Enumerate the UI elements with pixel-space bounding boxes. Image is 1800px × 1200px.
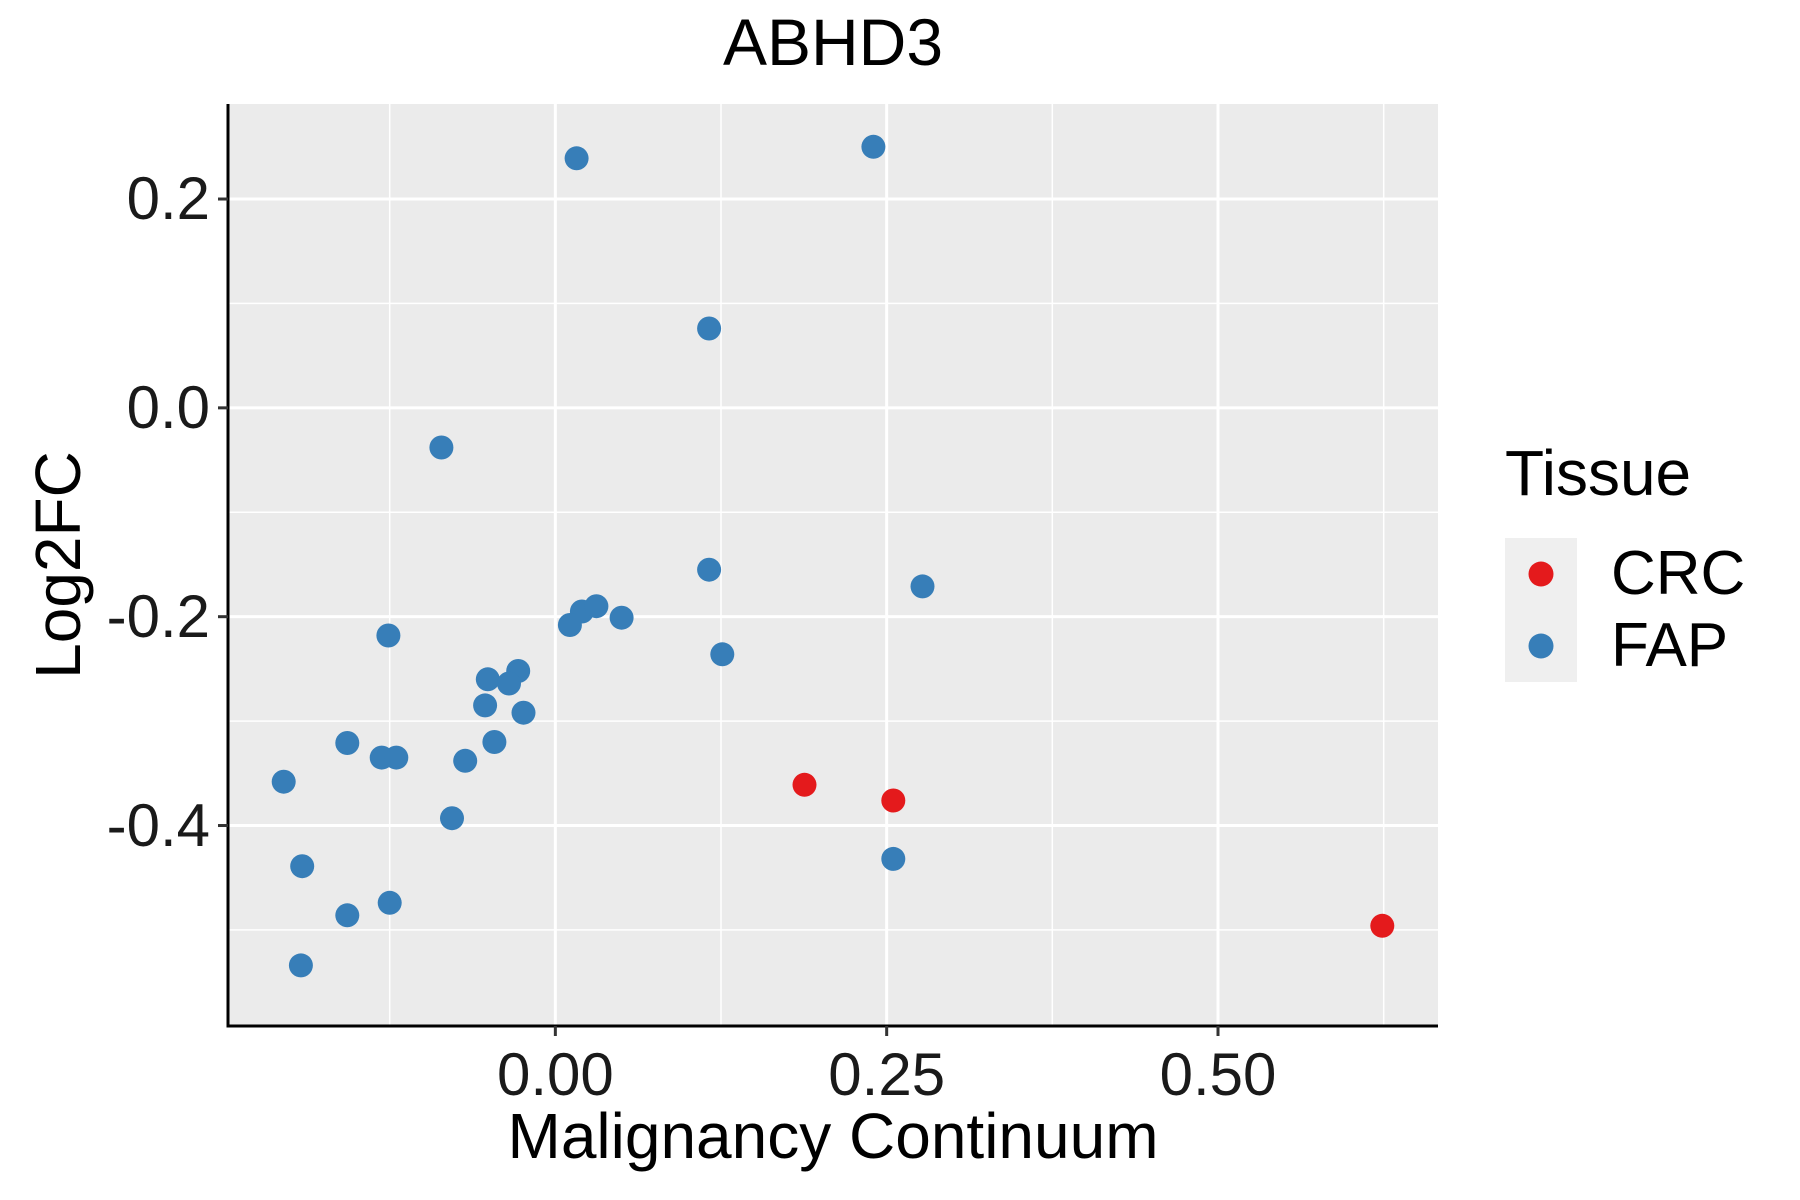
data-point-fap xyxy=(511,700,536,725)
data-point-fap xyxy=(377,890,402,915)
data-point-fap xyxy=(335,903,360,928)
data-point-fap xyxy=(290,854,315,879)
data-point-fap xyxy=(384,745,409,770)
data-point-fap xyxy=(609,605,634,630)
legend-entry-label: FAP xyxy=(1611,611,1729,680)
data-point-fap xyxy=(288,953,313,978)
x-tick-label: 0.50 xyxy=(1159,1041,1277,1108)
x-tick-label: 0.00 xyxy=(496,1041,614,1108)
chart-title: ABHD3 xyxy=(722,5,944,79)
data-point-fap xyxy=(376,623,401,648)
data-point-fap xyxy=(697,316,722,341)
legend-title: Tissue xyxy=(1505,437,1692,509)
y-tick-label: 0.0 xyxy=(126,373,210,441)
legend-entry-label: CRC xyxy=(1611,539,1746,608)
data-point-fap xyxy=(429,435,454,460)
data-point-crc xyxy=(881,788,906,813)
plot-panel xyxy=(228,104,1438,1026)
y-tick-label: -0.2 xyxy=(106,582,210,650)
data-point-crc xyxy=(792,772,817,797)
legend-entry-crc: CRC xyxy=(1505,538,1745,610)
data-point-fap xyxy=(910,574,935,599)
y-tick-label: -0.4 xyxy=(106,791,210,859)
legend-dot-icon xyxy=(1528,633,1554,659)
legend: Tissue CRC FAP xyxy=(1505,438,1745,682)
data-point-fap xyxy=(564,146,589,171)
data-point-fap xyxy=(440,806,464,831)
data-point-fap xyxy=(697,557,722,582)
legend-entries: CRC FAP xyxy=(1505,538,1745,682)
data-point-fap xyxy=(861,134,886,159)
data-point-fap xyxy=(453,748,478,773)
data-point-fap xyxy=(335,731,360,755)
data-point-fap xyxy=(881,846,906,871)
legend-dot-icon xyxy=(1528,561,1554,587)
data-point-fap xyxy=(557,613,582,637)
data-point-fap xyxy=(473,693,498,718)
data-point-fap xyxy=(475,667,500,692)
data-point-fap xyxy=(482,730,507,754)
x-axis-label: Malignancy Continuum xyxy=(507,1100,1159,1172)
legend-key xyxy=(1505,610,1577,682)
data-point-fap xyxy=(271,769,296,794)
x-tick-label: 0.25 xyxy=(828,1041,946,1108)
legend-key xyxy=(1505,538,1577,610)
y-tick-label: 0.2 xyxy=(126,165,210,233)
data-point-fap xyxy=(584,594,609,619)
data-point-fap xyxy=(710,642,735,667)
data-point-fap xyxy=(497,671,521,696)
legend-entry-fap: FAP xyxy=(1505,610,1745,682)
data-point-crc xyxy=(1370,913,1395,938)
